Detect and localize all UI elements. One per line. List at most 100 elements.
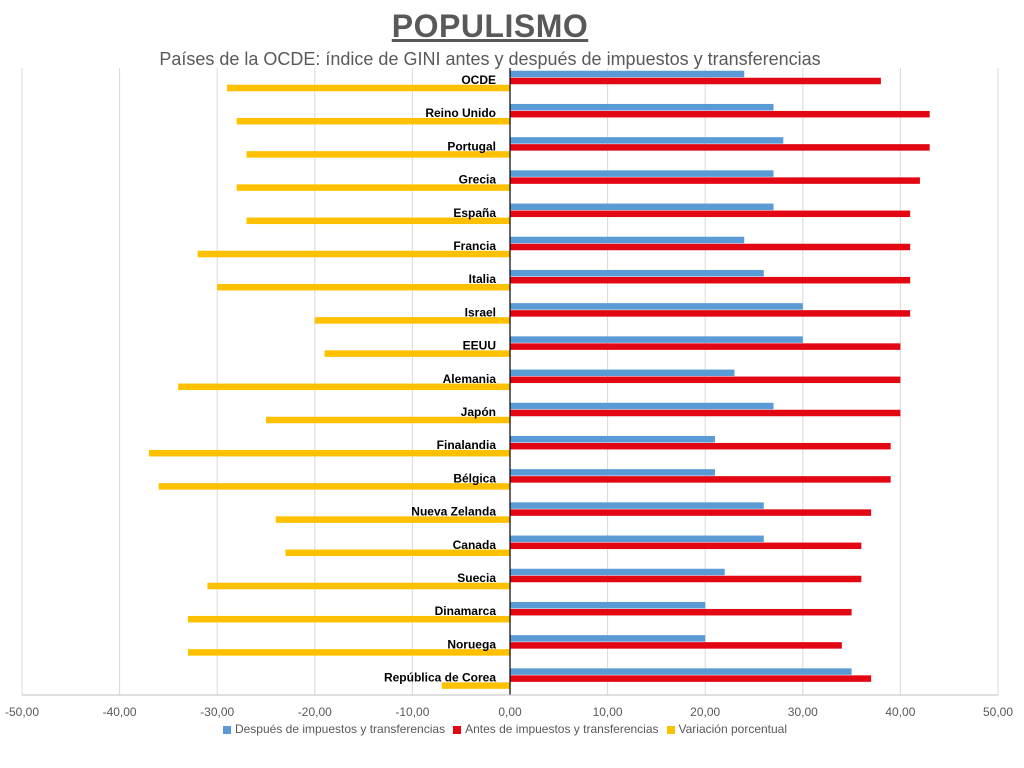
bar xyxy=(187,615,511,623)
category-label: España xyxy=(453,206,496,220)
bar xyxy=(510,369,735,377)
bar xyxy=(510,642,842,649)
bar xyxy=(510,110,930,118)
bar xyxy=(236,184,510,191)
category-label: Alemania xyxy=(443,372,497,386)
category-label: Portugal xyxy=(447,139,496,153)
bar xyxy=(441,682,510,689)
bar xyxy=(510,409,901,417)
bar xyxy=(510,675,872,682)
legend-item: Después de impuestos y transferencias xyxy=(222,722,446,736)
bar xyxy=(246,217,511,225)
x-tick-label: 10,00 xyxy=(593,705,623,719)
bar xyxy=(510,276,911,284)
x-tick-label: 30,00 xyxy=(788,705,818,719)
bar xyxy=(510,77,881,85)
x-tick-label: -30,00 xyxy=(200,705,234,719)
bar xyxy=(187,649,511,656)
legend-swatch xyxy=(666,725,675,734)
bar xyxy=(510,343,901,350)
x-tick-label: -10,00 xyxy=(395,705,429,719)
bar xyxy=(510,509,872,516)
bar xyxy=(510,469,715,476)
legend: Después de impuestos y transferencias Ant… xyxy=(0,722,1010,736)
bar xyxy=(510,568,725,576)
bar xyxy=(314,317,510,324)
bar xyxy=(510,435,715,443)
category-label: Israel xyxy=(465,305,496,319)
bar xyxy=(178,383,510,391)
bar xyxy=(510,137,784,144)
category-label: Bélgica xyxy=(453,471,496,485)
bar xyxy=(510,601,706,609)
bar xyxy=(510,236,745,244)
bar xyxy=(510,170,774,177)
bar xyxy=(510,336,803,343)
bar xyxy=(510,203,774,211)
bar xyxy=(510,376,901,384)
x-tick-label: -40,00 xyxy=(103,705,137,719)
chart-subtitle: Países de la OCDE: índice de GINI antes … xyxy=(159,49,821,69)
x-tick-label: 50,00 xyxy=(983,705,1013,719)
bar xyxy=(207,582,510,590)
x-tick-label: 40,00 xyxy=(885,705,915,719)
legend-swatch xyxy=(222,725,231,734)
bar xyxy=(236,117,510,125)
bar xyxy=(510,575,862,583)
bar xyxy=(226,84,510,92)
bar xyxy=(510,402,774,410)
bar xyxy=(510,177,920,184)
category-label: Francia xyxy=(453,239,496,253)
category-label: Italia xyxy=(469,272,497,286)
bar xyxy=(197,250,510,258)
bar xyxy=(510,303,803,310)
bar xyxy=(510,502,764,509)
category-label: Reino Unido xyxy=(425,106,496,120)
bar xyxy=(510,442,891,450)
category-label: Grecia xyxy=(459,173,497,187)
legend-item: Antes de impuestos y transferencias xyxy=(453,722,659,736)
bar xyxy=(510,144,930,151)
bar xyxy=(510,476,891,483)
category-label: OCDE xyxy=(461,73,496,87)
bar xyxy=(266,416,510,424)
bar xyxy=(246,151,511,158)
category-label: Finalandia xyxy=(437,438,497,452)
x-tick-label: -20,00 xyxy=(298,705,332,719)
bar xyxy=(510,542,862,550)
category-label: Nueva Zelanda xyxy=(411,505,496,519)
bar xyxy=(510,243,911,251)
category-label: Suecia xyxy=(457,571,496,585)
bar xyxy=(510,210,911,218)
legend-label: Después de impuestos y transferencias xyxy=(234,722,446,736)
legend-label: Variación porcentual xyxy=(678,722,788,736)
chart-title: POPULISMO xyxy=(391,8,589,44)
category-label: República de Corea xyxy=(384,671,496,685)
legend-item: Variación porcentual xyxy=(666,722,788,736)
category-label: Dinamarca xyxy=(435,604,497,618)
bar xyxy=(510,668,852,675)
category-label: Canada xyxy=(453,538,497,552)
legend-label: Antes de impuestos y transferencias xyxy=(465,722,659,736)
x-tick-label: 0,00 xyxy=(498,705,522,719)
category-label: Japón xyxy=(461,405,496,419)
bar xyxy=(275,516,510,523)
bar xyxy=(510,535,764,543)
bar xyxy=(510,70,745,78)
bar xyxy=(510,103,774,111)
bar xyxy=(217,283,510,291)
bar xyxy=(285,549,510,557)
x-tick-label: -50,00 xyxy=(5,705,39,719)
bar-chart: OCDE Reino Unido Portugal Grecia España Franc… xyxy=(5,68,1013,719)
legend-swatch xyxy=(453,725,462,734)
x-tick-label: 20,00 xyxy=(690,705,720,719)
bar xyxy=(510,608,852,616)
category-label: EEUU xyxy=(463,339,496,353)
bar xyxy=(324,350,510,357)
bar xyxy=(158,483,510,490)
bar xyxy=(510,269,764,277)
bar xyxy=(148,449,510,457)
bar xyxy=(510,635,706,642)
category-label: Noruega xyxy=(447,637,496,651)
bar xyxy=(510,310,911,317)
